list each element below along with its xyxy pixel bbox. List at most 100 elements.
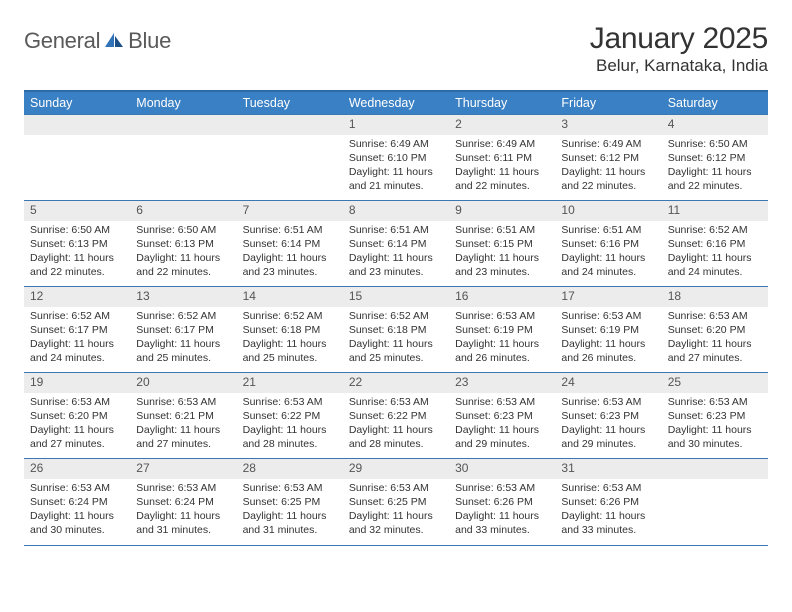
calendar-cell: 15Sunrise: 6:52 AMSunset: 6:18 PMDayligh… (343, 287, 449, 373)
day-details: Sunrise: 6:50 AMSunset: 6:12 PMDaylight:… (662, 135, 768, 198)
day-number: 1 (343, 115, 449, 135)
day-details: Sunrise: 6:51 AMSunset: 6:14 PMDaylight:… (343, 221, 449, 284)
calendar-cell: 20Sunrise: 6:53 AMSunset: 6:21 PMDayligh… (130, 373, 236, 459)
calendar-cell: 31Sunrise: 6:53 AMSunset: 6:26 PMDayligh… (555, 459, 661, 545)
calendar-cell: 22Sunrise: 6:53 AMSunset: 6:22 PMDayligh… (343, 373, 449, 459)
day-number: 6 (130, 201, 236, 221)
day-details: Sunrise: 6:52 AMSunset: 6:18 PMDaylight:… (237, 307, 343, 370)
calendar-cell: 12Sunrise: 6:52 AMSunset: 6:17 PMDayligh… (24, 287, 130, 373)
day-number: 31 (555, 459, 661, 479)
calendar-row: 1Sunrise: 6:49 AMSunset: 6:10 PMDaylight… (24, 115, 768, 201)
day-details: Sunrise: 6:53 AMSunset: 6:19 PMDaylight:… (555, 307, 661, 370)
location: Belur, Karnataka, India (590, 56, 768, 76)
day-details: Sunrise: 6:50 AMSunset: 6:13 PMDaylight:… (130, 221, 236, 284)
calendar-cell: 17Sunrise: 6:53 AMSunset: 6:19 PMDayligh… (555, 287, 661, 373)
day-number: 13 (130, 287, 236, 307)
day-details: Sunrise: 6:53 AMSunset: 6:20 PMDaylight:… (24, 393, 130, 456)
calendar-cell: 3Sunrise: 6:49 AMSunset: 6:12 PMDaylight… (555, 115, 661, 201)
weekday-header: Thursday (449, 91, 555, 115)
day-number: 26 (24, 459, 130, 479)
brand-logo: General Blue (24, 28, 171, 54)
day-number: 23 (449, 373, 555, 393)
day-details: Sunrise: 6:53 AMSunset: 6:20 PMDaylight:… (662, 307, 768, 370)
day-details: Sunrise: 6:51 AMSunset: 6:14 PMDaylight:… (237, 221, 343, 284)
calendar-cell: 10Sunrise: 6:51 AMSunset: 6:16 PMDayligh… (555, 201, 661, 287)
day-number-empty (237, 115, 343, 135)
calendar-cell-empty (662, 459, 768, 545)
day-details: Sunrise: 6:49 AMSunset: 6:12 PMDaylight:… (555, 135, 661, 198)
calendar-cell-empty (24, 115, 130, 201)
day-details: Sunrise: 6:53 AMSunset: 6:23 PMDaylight:… (449, 393, 555, 456)
calendar-cell: 2Sunrise: 6:49 AMSunset: 6:11 PMDaylight… (449, 115, 555, 201)
calendar-cell: 11Sunrise: 6:52 AMSunset: 6:16 PMDayligh… (662, 201, 768, 287)
calendar-row: 26Sunrise: 6:53 AMSunset: 6:24 PMDayligh… (24, 459, 768, 545)
calendar-wrap: SundayMondayTuesdayWednesdayThursdayFrid… (24, 90, 768, 546)
day-number: 7 (237, 201, 343, 221)
day-number: 12 (24, 287, 130, 307)
day-number: 10 (555, 201, 661, 221)
day-number: 11 (662, 201, 768, 221)
day-details: Sunrise: 6:53 AMSunset: 6:21 PMDaylight:… (130, 393, 236, 456)
calendar-cell: 4Sunrise: 6:50 AMSunset: 6:12 PMDaylight… (662, 115, 768, 201)
day-number: 29 (343, 459, 449, 479)
day-number: 18 (662, 287, 768, 307)
day-number: 16 (449, 287, 555, 307)
day-number: 14 (237, 287, 343, 307)
day-number: 8 (343, 201, 449, 221)
day-number: 27 (130, 459, 236, 479)
calendar-cell: 24Sunrise: 6:53 AMSunset: 6:23 PMDayligh… (555, 373, 661, 459)
calendar-cell: 28Sunrise: 6:53 AMSunset: 6:25 PMDayligh… (237, 459, 343, 545)
day-number: 9 (449, 201, 555, 221)
day-details: Sunrise: 6:53 AMSunset: 6:22 PMDaylight:… (237, 393, 343, 456)
day-number: 21 (237, 373, 343, 393)
brand-name-b: Blue (128, 28, 171, 54)
day-details: Sunrise: 6:53 AMSunset: 6:25 PMDaylight:… (237, 479, 343, 542)
calendar-cell: 30Sunrise: 6:53 AMSunset: 6:26 PMDayligh… (449, 459, 555, 545)
day-details: Sunrise: 6:53 AMSunset: 6:24 PMDaylight:… (24, 479, 130, 542)
calendar-cell: 9Sunrise: 6:51 AMSunset: 6:15 PMDaylight… (449, 201, 555, 287)
day-details: Sunrise: 6:52 AMSunset: 6:18 PMDaylight:… (343, 307, 449, 370)
day-details: Sunrise: 6:52 AMSunset: 6:16 PMDaylight:… (662, 221, 768, 284)
day-details: Sunrise: 6:49 AMSunset: 6:10 PMDaylight:… (343, 135, 449, 198)
day-details: Sunrise: 6:53 AMSunset: 6:26 PMDaylight:… (555, 479, 661, 542)
calendar-head: SundayMondayTuesdayWednesdayThursdayFrid… (24, 91, 768, 115)
day-number: 5 (24, 201, 130, 221)
day-details: Sunrise: 6:53 AMSunset: 6:25 PMDaylight:… (343, 479, 449, 542)
calendar-table: SundayMondayTuesdayWednesdayThursdayFrid… (24, 90, 768, 545)
title-block: January 2025 Belur, Karnataka, India (590, 22, 768, 76)
day-number: 25 (662, 373, 768, 393)
day-details: Sunrise: 6:53 AMSunset: 6:19 PMDaylight:… (449, 307, 555, 370)
calendar-cell: 6Sunrise: 6:50 AMSunset: 6:13 PMDaylight… (130, 201, 236, 287)
day-details: Sunrise: 6:53 AMSunset: 6:24 PMDaylight:… (130, 479, 236, 542)
calendar-cell: 23Sunrise: 6:53 AMSunset: 6:23 PMDayligh… (449, 373, 555, 459)
calendar-cell: 16Sunrise: 6:53 AMSunset: 6:19 PMDayligh… (449, 287, 555, 373)
sail-icon (103, 31, 125, 54)
day-number-empty (130, 115, 236, 135)
calendar-body: 1Sunrise: 6:49 AMSunset: 6:10 PMDaylight… (24, 115, 768, 545)
header: General Blue January 2025 Belur, Karnata… (24, 22, 768, 76)
weekday-header: Sunday (24, 91, 130, 115)
weekday-header: Monday (130, 91, 236, 115)
day-number: 15 (343, 287, 449, 307)
day-details: Sunrise: 6:53 AMSunset: 6:26 PMDaylight:… (449, 479, 555, 542)
day-number-empty (662, 459, 768, 479)
day-details: Sunrise: 6:50 AMSunset: 6:13 PMDaylight:… (24, 221, 130, 284)
calendar-cell: 21Sunrise: 6:53 AMSunset: 6:22 PMDayligh… (237, 373, 343, 459)
day-number: 19 (24, 373, 130, 393)
day-details: Sunrise: 6:49 AMSunset: 6:11 PMDaylight:… (449, 135, 555, 198)
calendar-cell: 18Sunrise: 6:53 AMSunset: 6:20 PMDayligh… (662, 287, 768, 373)
calendar-row: 5Sunrise: 6:50 AMSunset: 6:13 PMDaylight… (24, 201, 768, 287)
day-details: Sunrise: 6:53 AMSunset: 6:23 PMDaylight:… (555, 393, 661, 456)
day-number: 30 (449, 459, 555, 479)
weekday-header: Saturday (662, 91, 768, 115)
weekday-header: Tuesday (237, 91, 343, 115)
calendar-cell: 27Sunrise: 6:53 AMSunset: 6:24 PMDayligh… (130, 459, 236, 545)
calendar-row: 12Sunrise: 6:52 AMSunset: 6:17 PMDayligh… (24, 287, 768, 373)
calendar-cell: 1Sunrise: 6:49 AMSunset: 6:10 PMDaylight… (343, 115, 449, 201)
day-number: 20 (130, 373, 236, 393)
day-details: Sunrise: 6:51 AMSunset: 6:15 PMDaylight:… (449, 221, 555, 284)
calendar-cell: 29Sunrise: 6:53 AMSunset: 6:25 PMDayligh… (343, 459, 449, 545)
calendar-cell-empty (130, 115, 236, 201)
day-number: 28 (237, 459, 343, 479)
brand-name-a: General (24, 28, 100, 54)
